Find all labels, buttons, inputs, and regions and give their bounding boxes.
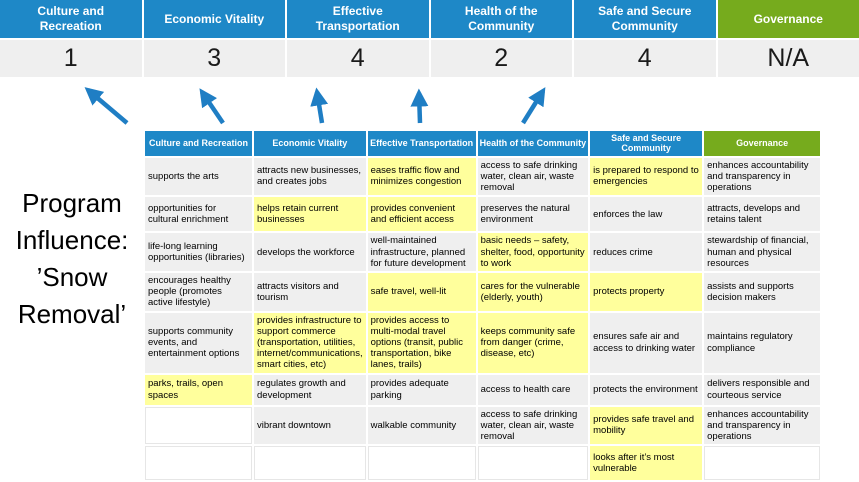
priority-header-5: Governance bbox=[718, 0, 859, 38]
matrix-cell-r1-c5: is prepared to respond to emergencies bbox=[590, 158, 702, 196]
arrows bbox=[0, 78, 859, 128]
matrix-cell-r6-c5: protects the environment bbox=[590, 375, 702, 405]
priority-header-1: Economic Vitality bbox=[144, 0, 286, 38]
matrix-row-5: supports community events, and entertain… bbox=[145, 313, 820, 373]
up-arrow-icon bbox=[523, 91, 543, 123]
matrix-row-8: looks after it’s most vulnerable bbox=[145, 446, 820, 480]
matrix-cell-r6-c3: provides adequate parking bbox=[368, 375, 476, 405]
matrix-cell-r7-c4: access to safe drinking water, clean air… bbox=[478, 407, 589, 445]
matrix-cell-r6-c2: regulates growth and development bbox=[254, 375, 366, 405]
matrix-cell-r1-c3: eases traffic flow and minimizes congest… bbox=[368, 158, 476, 196]
matrix-header-3: Health of the Community bbox=[478, 131, 589, 156]
matrix-cell-r8-c4 bbox=[478, 446, 589, 480]
matrix-header-5: Governance bbox=[704, 131, 820, 156]
matrix-cell-r4-c5: protects property bbox=[590, 273, 702, 311]
matrix-cell-r4-c3: safe travel, well-lit bbox=[368, 273, 476, 311]
matrix-cell-r3-c1: life-long learning opportunities (librar… bbox=[145, 233, 252, 271]
up-arrow-icon bbox=[88, 90, 127, 123]
matrix-header-2: Effective Transportation bbox=[368, 131, 476, 156]
priority-header-0: Culture and Recreation bbox=[0, 0, 142, 38]
matrix-cell-r2-c1: opportunities for cultural enrichment bbox=[145, 197, 252, 231]
matrix-cell-r1-c4: access to safe drinking water, clean air… bbox=[478, 158, 589, 196]
matrix-cell-r4-c2: attracts visitors and tourism bbox=[254, 273, 366, 311]
matrix-cell-r5-c2: provides infrastructure to support comme… bbox=[254, 313, 366, 373]
program-influence-label: Program Influence: ’Snow Removal’ bbox=[2, 185, 142, 333]
matrix-cell-r5-c1: supports community events, and entertain… bbox=[145, 313, 252, 373]
matrix-cell-r6-c6: delivers responsible and courteous servi… bbox=[704, 375, 820, 405]
matrix-cell-r4-c4: cares for the vulnerable (elderly, youth… bbox=[478, 273, 589, 311]
matrix-cell-r5-c4: keeps community safe from danger (crime,… bbox=[478, 313, 589, 373]
priority-header-3: Health of the Community bbox=[431, 0, 573, 38]
matrix-cell-r5-c5: ensures safe air and access to drinking … bbox=[590, 313, 702, 373]
priority-score-4: 4 bbox=[574, 40, 716, 77]
matrix-cell-r5-c6: maintains regulatory compliance bbox=[704, 313, 820, 373]
matrix-cell-r3-c2: develops the workforce bbox=[254, 233, 366, 271]
matrix-cell-r8-c5: looks after it’s most vulnerable bbox=[590, 446, 702, 480]
priority-header-2: Effective Transportation bbox=[287, 0, 429, 38]
matrix-cell-r1-c2: attracts new businesses, and creates job… bbox=[254, 158, 366, 196]
matrix-cell-r1-c1: supports the arts bbox=[145, 158, 252, 196]
matrix-cell-r7-c5: provides safe travel and mobility bbox=[590, 407, 702, 445]
matrix-cell-r7-c3: walkable community bbox=[368, 407, 476, 445]
priority-score-0: 1 bbox=[0, 40, 142, 77]
matrix-cell-r2-c2: helps retain current businesses bbox=[254, 197, 366, 231]
matrix-cell-r7-c1 bbox=[145, 407, 252, 445]
priority-score-5: N/A bbox=[718, 40, 859, 77]
matrix-cell-r8-c1 bbox=[145, 446, 252, 480]
matrix-cell-r3-c3: well-maintained infrastructure, planned … bbox=[368, 233, 476, 271]
priority-header-4: Safe and Secure Community bbox=[574, 0, 716, 38]
up-arrow-icon bbox=[202, 92, 223, 123]
matrix-cell-r1-c6: enhances accountability and transparency… bbox=[704, 158, 820, 196]
matrix-cell-r2-c6: attracts, develops and retains talent bbox=[704, 197, 820, 231]
matrix-cell-r7-c2: vibrant downtown bbox=[254, 407, 366, 445]
matrix-header-4: Safe and Secure Community bbox=[590, 131, 702, 156]
matrix-cell-r4-c6: assists and supports decision makers bbox=[704, 273, 820, 311]
up-arrow-icon bbox=[317, 92, 322, 123]
up-arrow-icon bbox=[419, 93, 420, 123]
matrix-cell-r3-c5: reduces crime bbox=[590, 233, 702, 271]
priority-score-2: 4 bbox=[287, 40, 429, 77]
matrix-cell-r4-c1: encourages healthy people (promotes acti… bbox=[145, 273, 252, 311]
matrix-cell-r2-c5: enforces the law bbox=[590, 197, 702, 231]
matrix-cell-r8-c6 bbox=[704, 446, 820, 480]
matrix-row-4: encourages healthy people (promotes acti… bbox=[145, 273, 820, 311]
matrix-cell-r2-c4: preserves the natural environment bbox=[478, 197, 589, 231]
matrix-cell-r8-c3 bbox=[368, 446, 476, 480]
priority-score-3: 2 bbox=[431, 40, 573, 77]
matrix-header-1: Economic Vitality bbox=[254, 131, 366, 156]
matrix-cell-r3-c6: stewardship of financial, human and phys… bbox=[704, 233, 820, 271]
matrix-header-0: Culture and Recreation bbox=[145, 131, 252, 156]
priority-score-1: 3 bbox=[144, 40, 286, 77]
matrix-cell-r2-c3: provides convenient and efficient access bbox=[368, 197, 476, 231]
matrix-cell-r7-c6: enhances accountability and transparency… bbox=[704, 407, 820, 445]
matrix-cell-r5-c3: provides access to multi-modal travel op… bbox=[368, 313, 476, 373]
matrix-cell-r6-c1: parks, trails, open spaces bbox=[145, 375, 252, 405]
matrix-cell-r8-c2 bbox=[254, 446, 366, 480]
matrix-cell-r6-c4: access to health care bbox=[478, 375, 589, 405]
matrix-row-3: life-long learning opportunities (librar… bbox=[145, 233, 820, 271]
matrix-cell-r3-c4: basic needs – safety, shelter, food, opp… bbox=[478, 233, 589, 271]
